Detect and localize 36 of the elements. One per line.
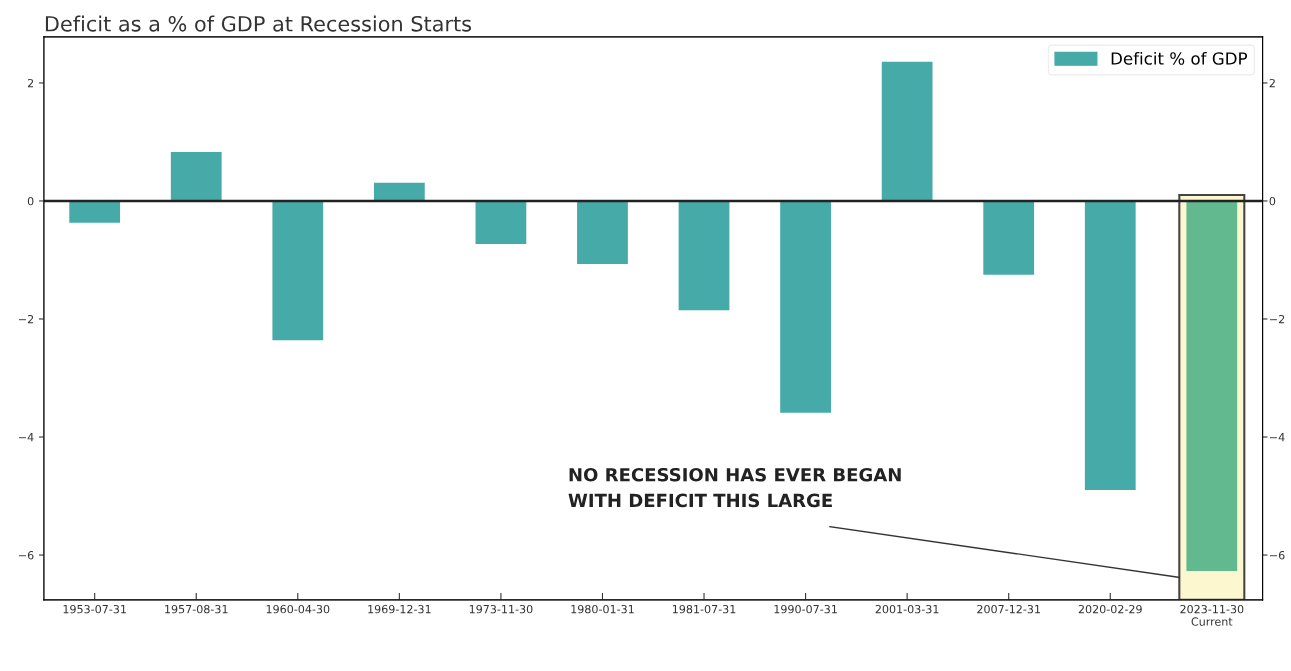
- annotation: NO RECESSION HAS EVER BEGAN WITH DEFICIT THIS LARGE: [568, 467, 901, 508]
- chart-title: Deficit as a % of GDP at Recession Starts: [45, 15, 472, 32]
- x-tick-label: 1981-07-31: [672, 604, 736, 614]
- x-tick-label: 1957-08-31: [165, 604, 228, 614]
- y2-tick-label: 2: [1269, 78, 1275, 88]
- y2-tick-label: −2: [1270, 314, 1285, 324]
- bar: [373, 182, 425, 201]
- y-tick-label: −2: [18, 314, 34, 324]
- bar: [170, 151, 222, 201]
- y-tick-label: −6: [18, 551, 34, 560]
- bar: [272, 200, 324, 341]
- x-tick-label: 1973-11-30: [469, 604, 533, 614]
- y2-tick-label: 0: [1269, 196, 1276, 206]
- x-tick-label: 2023-11-30 Current: [1180, 604, 1244, 626]
- y-tick-label: 2: [27, 78, 34, 88]
- legend-label: Deficit % of GDP: [1111, 51, 1248, 65]
- y2-tick-label: −4: [1270, 433, 1285, 442]
- bar: [1084, 200, 1136, 491]
- x-tick-label: 1990-07-31: [774, 604, 837, 614]
- x-tick-label: 1980-01-31: [571, 604, 634, 614]
- bar: [881, 61, 933, 201]
- bar: [69, 200, 121, 223]
- bar: [475, 200, 527, 245]
- x-tick-label: 1953-07-31: [63, 604, 126, 614]
- x-tick-label: 2020-02-29: [1078, 604, 1142, 614]
- y2-tick-label: −6: [1270, 551, 1285, 560]
- x-tick-label: 2001-03-31: [875, 604, 939, 614]
- y-tick-label: 0: [27, 196, 34, 206]
- bar: [983, 200, 1035, 275]
- x-tick-label: 1960-04-30: [266, 604, 330, 614]
- x-tick-label: 2007-12-31: [977, 604, 1040, 614]
- bar: [678, 200, 730, 311]
- x-tick-label: 1969-12-31: [368, 604, 431, 614]
- bar: [780, 200, 831, 413]
- bar: [577, 200, 628, 265]
- y-tick-label: −4: [18, 433, 34, 442]
